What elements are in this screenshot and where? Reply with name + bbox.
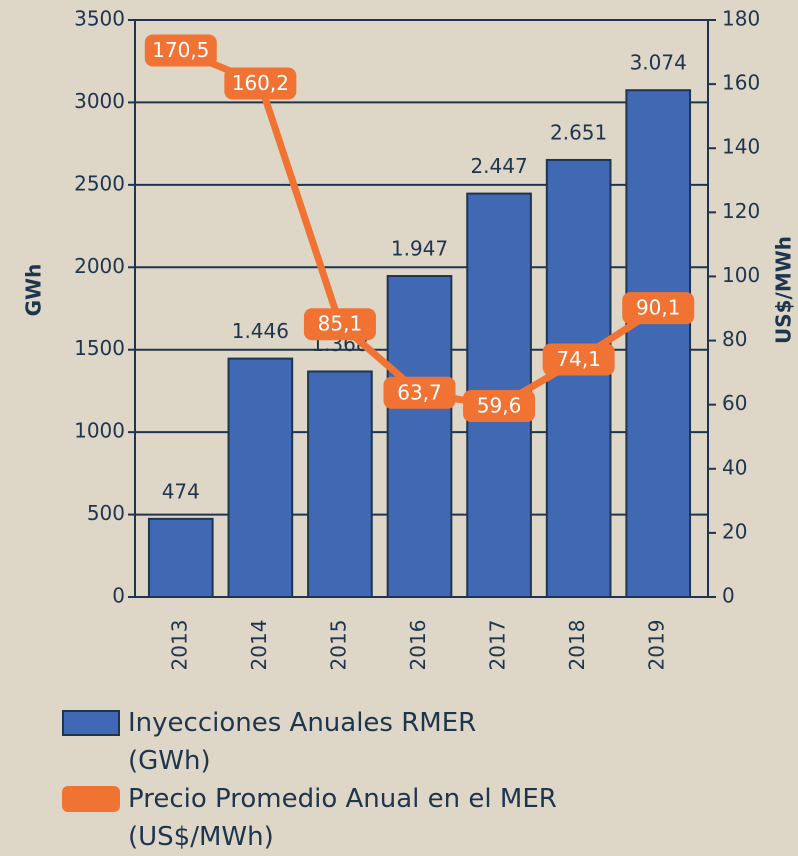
legend-label: Precio Promedio Anual en el MER (US$/MWh… [128,784,557,852]
y2-tick-label: 20 [722,519,747,543]
y-axis-title: GWh [22,264,46,317]
data-label: 63,7 [397,380,442,404]
x-tick-label: 2015 [326,620,350,671]
legend: Inyecciones Anuales RMER (GWh) Precio Pro… [62,704,558,856]
legend-label: Inyecciones Anuales RMER (GWh) [128,708,477,776]
y2-tick-label: 180 [722,7,760,31]
data-label: 170,5 [152,38,209,62]
y2-tick-label: 100 [722,263,760,287]
y-tick-label: 1000 [74,419,125,443]
y2-tick-label: 120 [722,199,760,223]
data-label: 160,2 [232,71,289,95]
y2-tick-label: 160 [722,71,760,95]
data-label: 3.074 [630,51,687,75]
x-tick-label: 2017 [486,620,510,671]
y-tick-label: 500 [87,501,125,525]
data-label: 1.446 [232,319,289,343]
y-tick-label: 3000 [74,89,125,113]
x-tick-label: 2018 [565,620,589,671]
y-tick-label: 2500 [74,171,125,195]
bar [625,89,692,598]
data-label: 74,1 [556,347,601,371]
data-label: 59,6 [477,393,522,417]
y2-tick-label: 60 [722,391,747,415]
page: {"chart_data": {"type": "bar", "categori… [21,6,796,852]
y2-axis-title: US$/MWh [772,236,796,344]
x-tick-label: 2014 [247,620,271,671]
data-label: 2.447 [470,154,527,178]
data-label: 474 [162,479,200,503]
data-label: 85,1 [318,312,363,336]
point-label-box [144,34,217,67]
point-label-box [303,308,376,341]
point-label-box [622,292,695,325]
bar [147,517,214,599]
data-label: 2.651 [550,120,607,144]
y-tick-label: 1500 [74,336,125,360]
bar [386,275,453,598]
x-tick-label: 2016 [406,620,430,671]
legend-swatch [62,710,120,736]
point-label-box [383,376,456,409]
point-label-box [224,67,297,100]
y-tick-label: 0 [112,584,125,608]
bar [227,357,294,598]
legend-item: Inyecciones Anuales RMER (GWh) [62,704,558,780]
y-tick-label: 2000 [74,254,125,278]
y2-tick-label: 0 [722,584,735,608]
point-label-box [463,389,536,422]
x-tick-label: 2019 [645,620,669,671]
point-label-box [542,343,615,376]
y2-tick-label: 140 [722,135,760,159]
y-tick-label: 3500 [74,7,125,31]
legend-swatch [62,786,120,812]
x-tick-label: 2013 [167,620,191,671]
bar [307,370,373,598]
data-label: 1.947 [391,237,448,261]
y2-tick-label: 40 [722,455,747,479]
chart: GWh US$/MWh 0500100015002000250030003500… [22,7,796,671]
data-label: 90,1 [636,296,681,320]
bar [545,158,612,598]
legend-item: Precio Promedio Anual en el MER (US$/MWh… [62,780,558,856]
y2-tick-label: 80 [722,327,747,351]
